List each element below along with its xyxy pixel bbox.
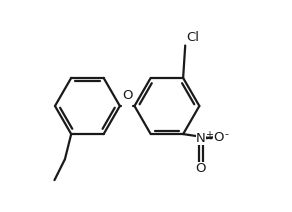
Text: +: + <box>206 130 213 139</box>
Text: N: N <box>196 132 206 145</box>
Text: -: - <box>224 129 228 139</box>
Text: O: O <box>213 131 224 144</box>
Text: Cl: Cl <box>186 31 199 45</box>
Text: O: O <box>122 89 132 102</box>
Text: O: O <box>196 162 206 175</box>
